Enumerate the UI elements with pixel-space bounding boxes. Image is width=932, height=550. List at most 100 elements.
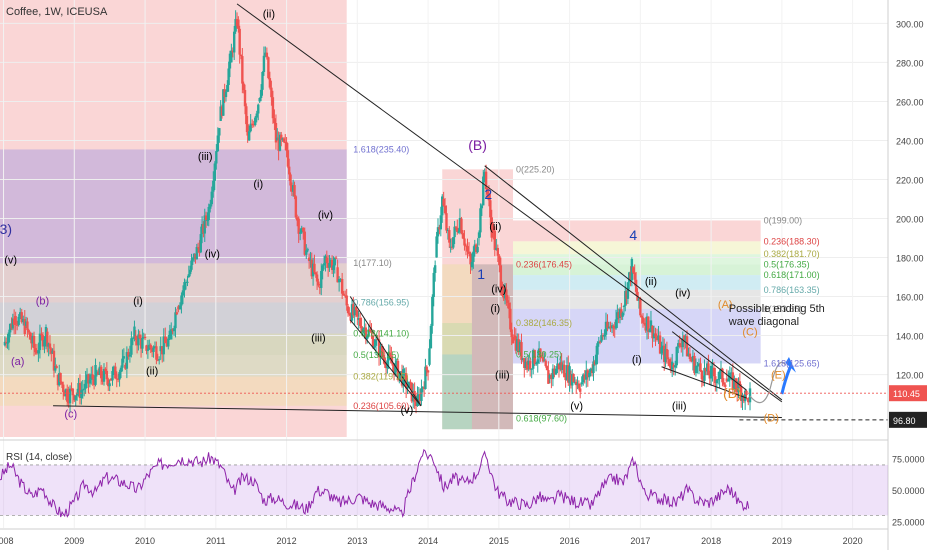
candle-body xyxy=(585,370,588,380)
candle-body xyxy=(264,52,267,56)
candle-body xyxy=(509,308,512,330)
candle-body xyxy=(594,354,598,365)
time-axis[interactable]: 2008 2009 2010 2011 2012 2013 2014 2015 2016 2017… xyxy=(0,528,888,546)
wave-label: (iii) xyxy=(495,369,510,381)
candle-body xyxy=(379,345,382,358)
candle-body xyxy=(146,349,150,351)
candle-body xyxy=(95,371,99,375)
candle-body xyxy=(200,224,204,235)
candle-body xyxy=(560,362,563,370)
candle-body xyxy=(603,334,606,337)
candle-body xyxy=(657,335,660,341)
candle-body xyxy=(141,337,144,349)
candle-body xyxy=(366,335,369,339)
rsi-title: RSI (14, close) xyxy=(6,452,73,463)
candle-body xyxy=(345,295,348,306)
candle-body xyxy=(745,390,748,396)
candle-body xyxy=(245,106,248,125)
fib-zone xyxy=(442,169,513,430)
price-axis[interactable]: 300.00 280.00 260.00 240.00 220.00 200.00 180.… xyxy=(887,0,932,550)
fib-label: 0(225.20) xyxy=(516,164,555,174)
candle-body xyxy=(476,246,479,253)
candle-body xyxy=(530,368,533,370)
candle-body xyxy=(637,298,641,301)
candle-body xyxy=(597,341,600,344)
candle-body xyxy=(677,343,680,347)
candle-body xyxy=(707,363,710,376)
fib-label: 0.382(119.15) xyxy=(353,372,408,382)
candle-body xyxy=(593,361,597,365)
candle-body xyxy=(418,394,422,401)
note-line: wave diagonal xyxy=(728,316,799,328)
candle-body xyxy=(630,259,634,281)
candle-body xyxy=(479,208,482,233)
wave-label: (3) xyxy=(0,221,12,237)
candle-body xyxy=(52,350,56,371)
candle-body xyxy=(352,304,355,316)
candle-body xyxy=(24,321,28,326)
projection-path xyxy=(749,361,786,404)
candle-body xyxy=(135,339,139,346)
candle-body xyxy=(128,354,132,357)
candle-body xyxy=(728,372,732,380)
candle-body xyxy=(466,246,469,252)
candle-body xyxy=(572,373,575,382)
candle-body xyxy=(648,329,651,332)
candle-body xyxy=(580,382,583,385)
candle-body xyxy=(463,238,466,246)
fib-label: 0.5(176.35) xyxy=(764,260,810,270)
candle-body xyxy=(472,251,475,263)
candle-body xyxy=(99,366,103,379)
candle-body xyxy=(250,123,254,125)
candle-body xyxy=(297,218,300,234)
candle-body xyxy=(681,338,685,348)
wave-label: (ii) xyxy=(645,276,657,288)
candle-body xyxy=(27,330,30,333)
candle-body xyxy=(44,327,48,340)
candle-body xyxy=(40,333,43,336)
candle-body xyxy=(399,371,402,374)
wave-label: (v) xyxy=(570,401,583,413)
candle-body xyxy=(589,368,593,373)
candle-body xyxy=(742,395,746,402)
candle-body xyxy=(492,228,495,231)
candle-body xyxy=(684,336,687,341)
fib-label: 0.236(188.30) xyxy=(764,236,820,246)
trendline xyxy=(661,366,747,399)
candle-body xyxy=(429,325,433,349)
candle-body xyxy=(731,372,735,390)
candle-body xyxy=(703,367,706,381)
candle-body xyxy=(680,345,683,348)
fib-label: 0.5(130.15) xyxy=(353,350,399,360)
candle-body xyxy=(535,363,538,365)
candle-body xyxy=(643,322,646,324)
candle-body xyxy=(629,272,632,281)
candle-body xyxy=(307,257,311,261)
candle-body xyxy=(533,350,536,364)
candle-body xyxy=(667,357,670,360)
candle-body xyxy=(425,366,428,371)
candle-body xyxy=(54,366,57,371)
rsi-line xyxy=(0,448,750,518)
candle-body xyxy=(246,124,249,136)
candle-body xyxy=(394,362,397,375)
time-tick-label: 2019 xyxy=(772,536,792,546)
candle-body xyxy=(47,343,50,347)
candle-body xyxy=(664,349,667,362)
candle-body xyxy=(74,395,77,401)
candle-body xyxy=(722,382,726,385)
candle-body xyxy=(242,83,245,91)
wave-label: (a) xyxy=(11,356,24,368)
time-tick-label: 2013 xyxy=(347,536,367,546)
candle-body xyxy=(156,359,159,361)
candle-body xyxy=(431,296,434,326)
wave-label: (ii) xyxy=(263,9,275,21)
candle-body xyxy=(487,194,491,201)
fib-zone xyxy=(0,355,347,377)
candle-body xyxy=(675,346,678,366)
candle-body xyxy=(618,309,622,319)
candle-body xyxy=(134,335,137,340)
candle-body xyxy=(674,365,677,368)
candle-body xyxy=(194,253,197,260)
